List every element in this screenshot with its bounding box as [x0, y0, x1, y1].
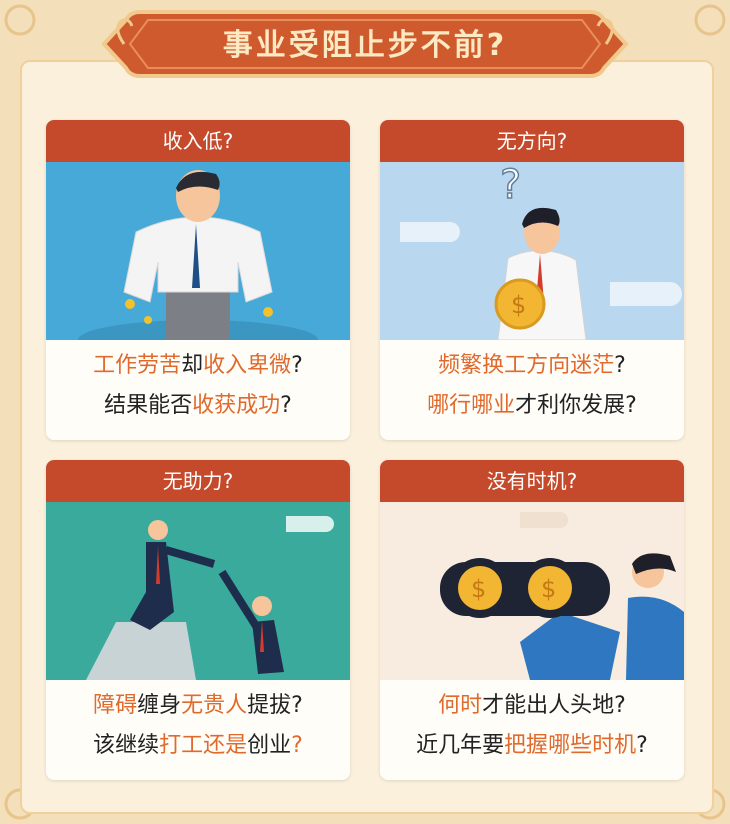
text-segment: 打工还是 [159, 733, 248, 758]
helping-hand-illustration [46, 502, 350, 680]
card-text-line-1: 频繁换工方向迷茫? [380, 346, 684, 386]
title-banner: 事业受阻止步不前? [100, 6, 630, 82]
text-segment: 障碍 [93, 693, 138, 718]
svg-text:?: ? [500, 162, 521, 208]
card-text-line-1: 工作劳苦却收入卑微? [46, 346, 350, 386]
text-segment: 却 [181, 353, 204, 378]
confused-man-illustration: ? $ [380, 162, 684, 340]
text-segment: ? [291, 733, 303, 758]
text-segment: 收入卑微 [203, 353, 292, 378]
text-segment: 频繁换工方向迷茫 [438, 353, 615, 378]
text-segment: 才利你发展? [515, 393, 637, 418]
text-segment: 缠身 [137, 693, 182, 718]
card-text-line-2: 结果能否收获成功? [46, 386, 350, 426]
card-text-line-2: 哪行哪业才利你发展? [380, 386, 684, 426]
text-segment: 创业 [247, 733, 292, 758]
text-segment: 哪行哪业 [427, 393, 516, 418]
text-segment: ? [280, 393, 292, 418]
text-segment: 才能出人头地? [482, 693, 626, 718]
card-no-opportunity: 没有时机? $ $ 何时才能出人头地? 近几年要把握哪些时机? [380, 460, 684, 780]
binoculars-illustration: $ $ [380, 502, 684, 680]
banner-shape [101, 10, 629, 78]
text-segment: 工作劳苦 [93, 353, 182, 378]
text-segment: 无贵人 [181, 693, 248, 718]
card-text: 频繁换工方向迷茫? 哪行哪业才利你发展? [380, 346, 684, 426]
card-no-direction: 无方向? ? $ 频繁换工方向迷茫? 哪行哪业才利你发展? [380, 120, 684, 440]
card-no-help: 无助力? 障碍缠身无贵人提拔? 该继续打工还是创业? [46, 460, 350, 780]
page-title: 事业受阻止步不前? [222, 28, 508, 63]
card-heading: 无助力? [46, 460, 350, 502]
card-text-line-1: 何时才能出人头地? [380, 686, 684, 726]
text-segment: 提拔? [247, 693, 303, 718]
card-text-line-2: 该继续打工还是创业? [46, 726, 350, 766]
text-segment: 结果能否 [104, 393, 193, 418]
text-segment: 该继续 [93, 733, 160, 758]
card-low-income: 收入低? 工作劳苦却收入卑微? 结果能否收获成功? [46, 120, 350, 440]
card-text: 障碍缠身无贵人提拔? 该继续打工还是创业? [46, 686, 350, 766]
card-text: 工作劳苦却收入卑微? 结果能否收获成功? [46, 346, 350, 426]
card-text: 何时才能出人头地? 近几年要把握哪些时机? [380, 686, 684, 766]
text-segment: ? [614, 353, 626, 378]
card-text-line-1: 障碍缠身无贵人提拔? [46, 686, 350, 726]
text-segment: 收获成功 [192, 393, 281, 418]
card-heading: 没有时机? [380, 460, 684, 502]
text-segment: 把握哪些时机 [504, 733, 637, 758]
text-segment: ? [291, 353, 303, 378]
svg-text:$: $ [541, 575, 556, 603]
svg-text:$: $ [471, 575, 486, 603]
text-segment: 近几年要 [416, 733, 505, 758]
text-segment: 何时 [438, 693, 483, 718]
card-text-line-2: 近几年要把握哪些时机? [380, 726, 684, 766]
card-heading: 无方向? [380, 120, 684, 162]
text-segment: ? [636, 733, 648, 758]
worried-man-illustration [46, 162, 350, 340]
svg-text:$: $ [511, 291, 526, 319]
card-heading: 收入低? [46, 120, 350, 162]
